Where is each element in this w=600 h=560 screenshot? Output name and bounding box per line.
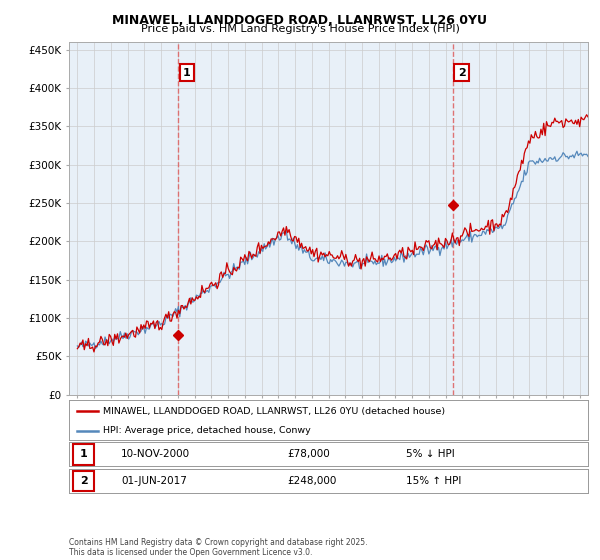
- Text: Price paid vs. HM Land Registry's House Price Index (HPI): Price paid vs. HM Land Registry's House …: [140, 24, 460, 34]
- Text: 10-NOV-2000: 10-NOV-2000: [121, 450, 190, 459]
- Text: 15% ↑ HPI: 15% ↑ HPI: [406, 477, 462, 486]
- FancyBboxPatch shape: [73, 471, 94, 492]
- FancyBboxPatch shape: [73, 444, 94, 465]
- Text: Contains HM Land Registry data © Crown copyright and database right 2025.
This d: Contains HM Land Registry data © Crown c…: [69, 538, 367, 557]
- Text: 01-JUN-2017: 01-JUN-2017: [121, 477, 187, 486]
- Text: 1: 1: [183, 68, 191, 78]
- Text: 2: 2: [458, 68, 466, 78]
- Text: 1: 1: [80, 450, 88, 459]
- Text: 2: 2: [80, 477, 88, 486]
- Text: £248,000: £248,000: [287, 477, 337, 486]
- Text: 5% ↓ HPI: 5% ↓ HPI: [406, 450, 455, 459]
- Text: MINAWEL, LLANDDOGED ROAD, LLANRWST, LL26 0YU (detached house): MINAWEL, LLANDDOGED ROAD, LLANRWST, LL26…: [103, 407, 445, 416]
- Text: £78,000: £78,000: [287, 450, 330, 459]
- Text: MINAWEL, LLANDDOGED ROAD, LLANRWST, LL26 0YU: MINAWEL, LLANDDOGED ROAD, LLANRWST, LL26…: [113, 14, 487, 27]
- Text: HPI: Average price, detached house, Conwy: HPI: Average price, detached house, Conw…: [103, 427, 310, 436]
